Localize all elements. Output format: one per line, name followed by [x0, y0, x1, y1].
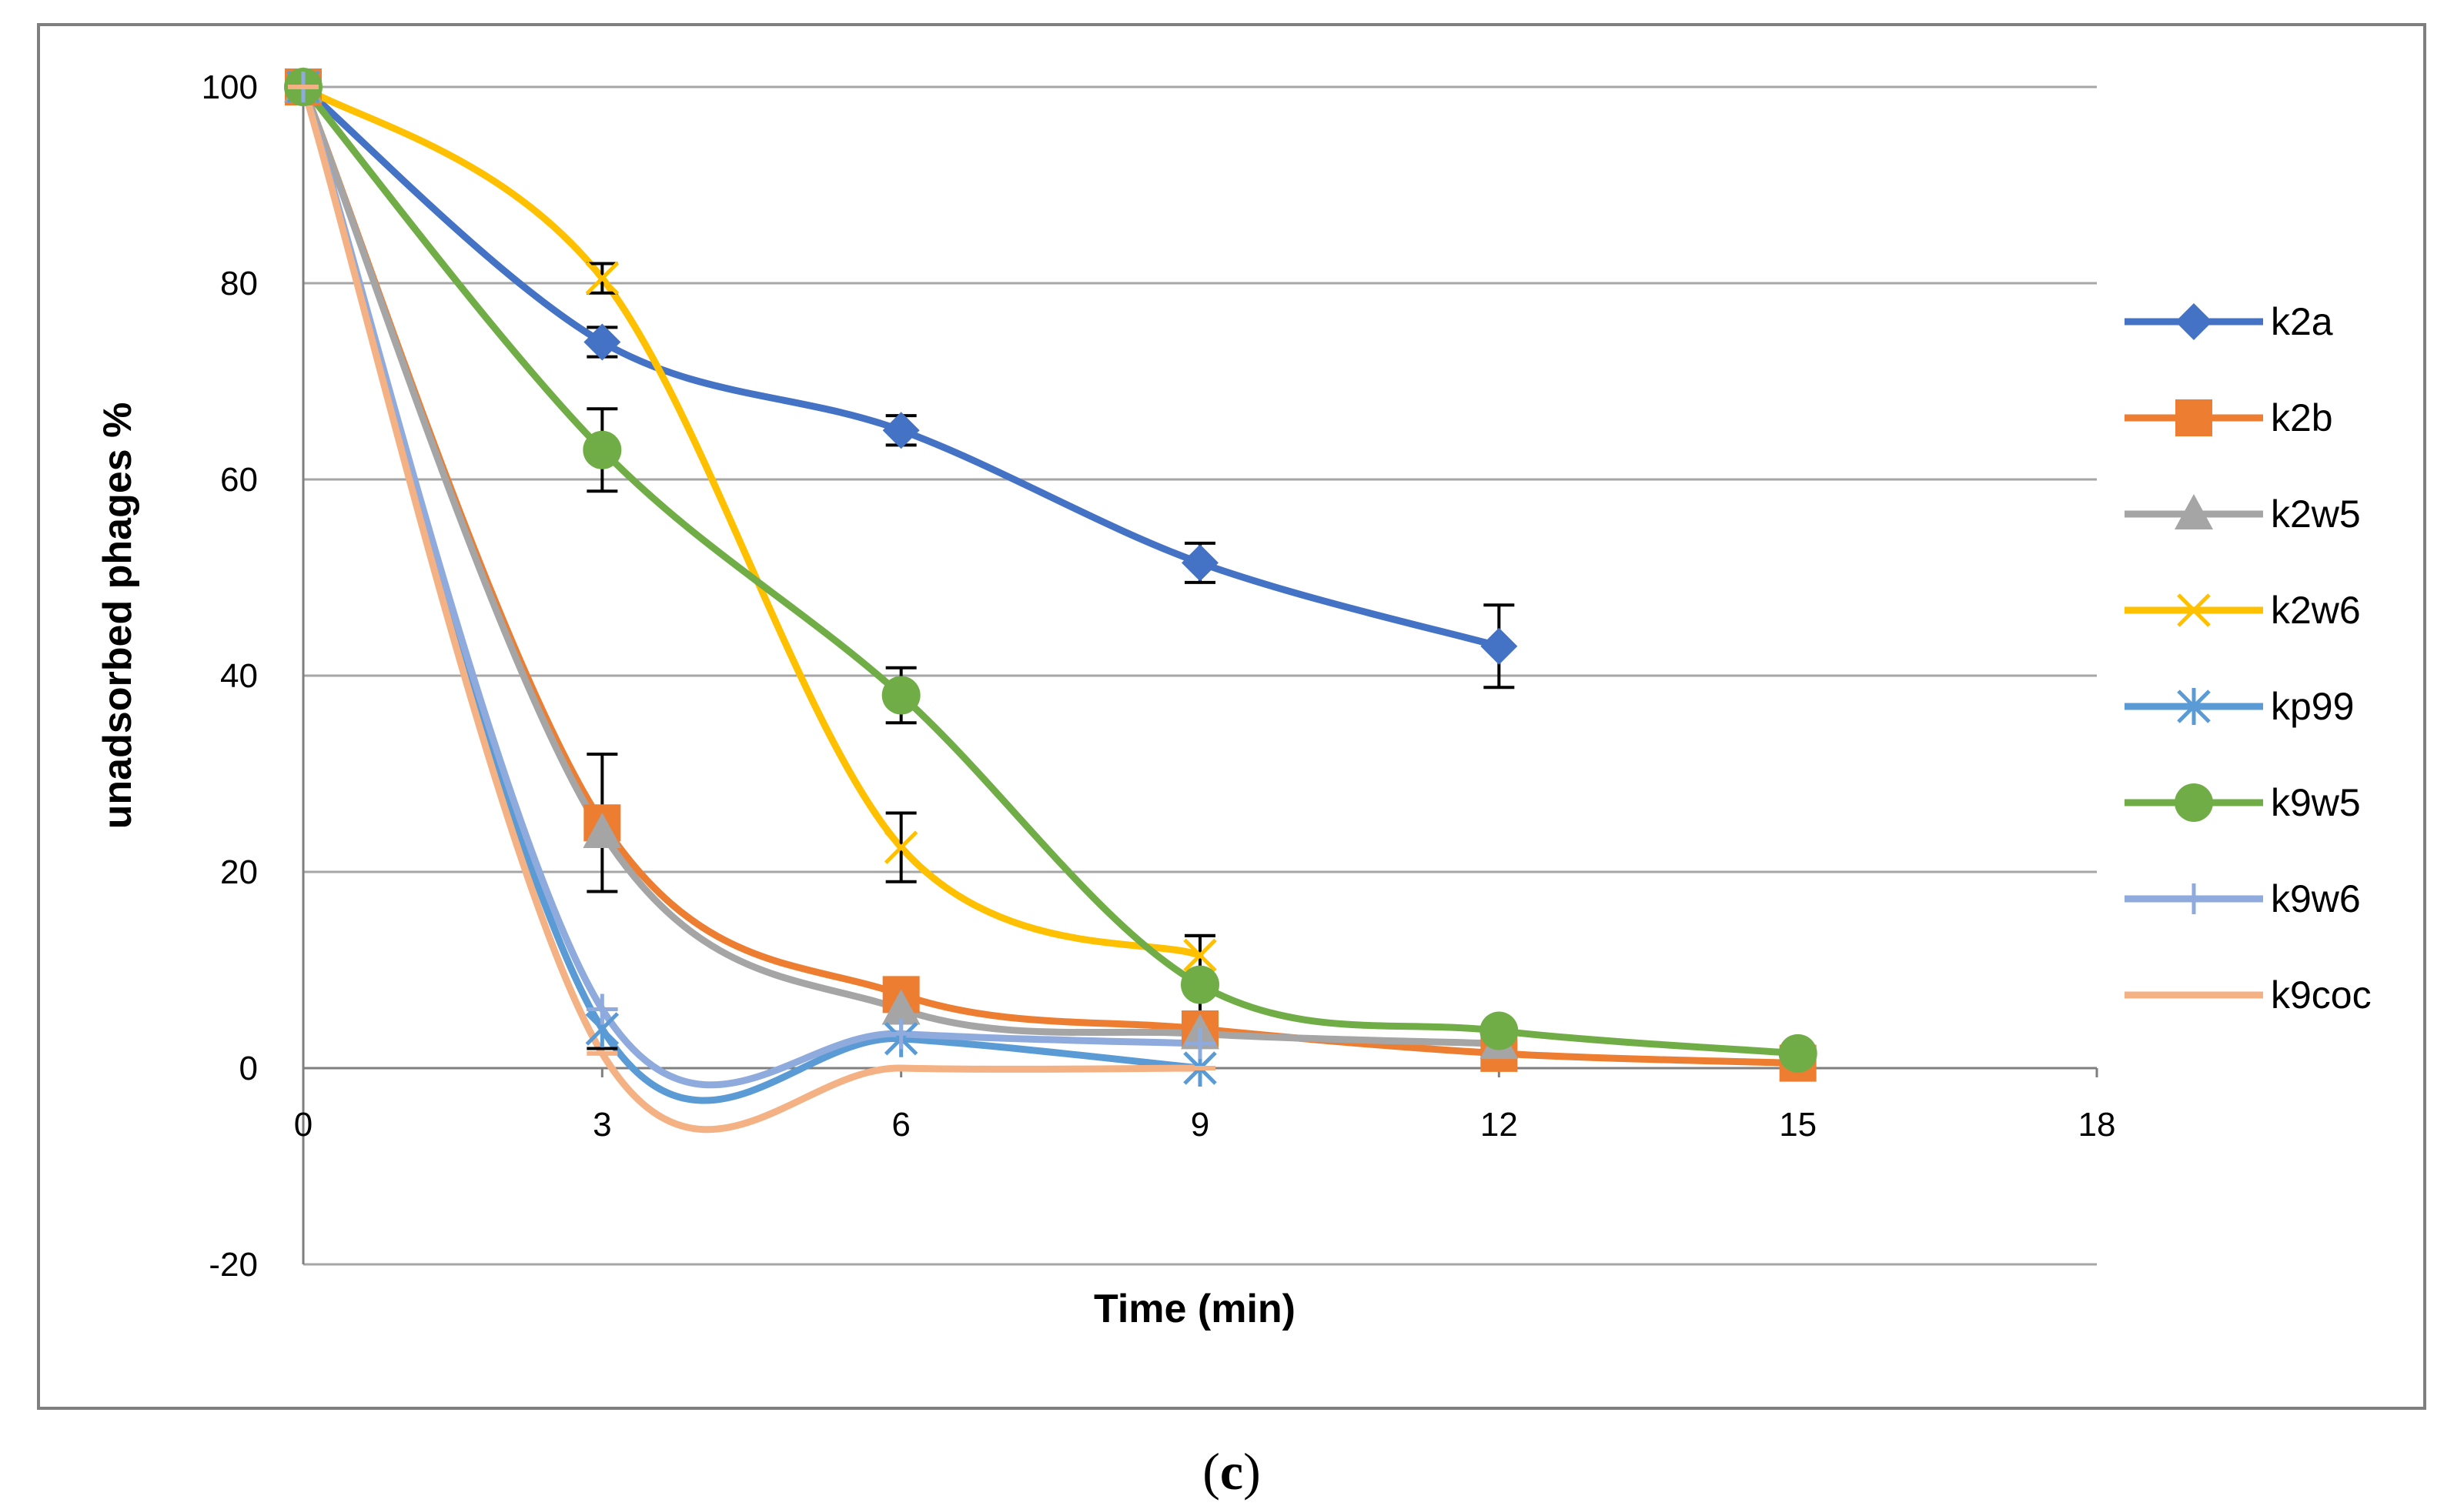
legend-label-k2w5: k2w5	[2271, 493, 2361, 536]
data-point-k9w5	[1778, 1033, 1817, 1073]
series-line-k2w6	[299, 83, 1204, 959]
caption-close-paren: )	[1243, 1442, 1261, 1501]
x-tick-label: 6	[891, 1106, 910, 1144]
y-tick-label: 80	[220, 265, 258, 302]
y-tick-label: 60	[220, 461, 258, 499]
figure-caption: (c)	[1202, 1442, 1261, 1501]
chart-frame	[37, 23, 2426, 1410]
x-tick-label: 15	[1779, 1106, 1817, 1144]
data-point-k2a	[1480, 627, 1518, 665]
legend-marker-k9w6	[2178, 883, 2209, 914]
y-tick-label: 100	[202, 68, 258, 106]
data-point-k2w6	[585, 261, 620, 296]
data-point-k9w5	[1479, 1011, 1519, 1050]
series-line-k2w5	[299, 83, 1503, 1047]
legend-marker-k2w6	[2177, 593, 2211, 627]
x-tick-label: 3	[593, 1106, 611, 1144]
x-axis-title: Time (min)	[1094, 1287, 1296, 1331]
legend-label-kp99: kp99	[2271, 685, 2354, 728]
data-point-k2w6	[1183, 938, 1217, 973]
legend-marker-k2a	[2175, 303, 2212, 340]
data-point-k9w6	[587, 993, 618, 1025]
legend-label-k2b: k2b	[2271, 396, 2333, 439]
legend-label-k9coc: k9coc	[2271, 973, 2372, 1017]
data-point-k2w5	[583, 813, 622, 848]
data-point-k2a	[882, 412, 920, 449]
x-tick-label: 9	[1191, 1106, 1209, 1144]
data-point-k9w5	[1181, 965, 1219, 1004]
x-tick-label: 18	[2078, 1106, 2116, 1144]
series-line-k9w6	[299, 83, 1204, 1089]
y-axis-title: unadsorbed phages %	[95, 402, 140, 830]
y-tick-label: -20	[209, 1246, 258, 1284]
legend-label-k2w6: k2w6	[2271, 589, 2361, 632]
data-point-k9w6	[885, 1018, 917, 1050]
y-tick-label: 0	[239, 1050, 258, 1087]
legend-marker-kp99	[2177, 688, 2211, 725]
data-point-k2a	[583, 323, 621, 361]
data-point-k2w6	[884, 830, 918, 864]
data-markers	[284, 67, 1817, 1087]
legend-label-k2a: k2a	[2271, 300, 2333, 343]
y-tick-label: 20	[220, 853, 258, 891]
series-line-k9coc	[299, 83, 1204, 1134]
tick-labels: -20 20 40 60 80 100 00 3 6 9 12 15 18	[202, 68, 2116, 1284]
legend: k2a k2b k2w5 k2w6 kp99 k9w5 k9w6 k9coc	[2125, 300, 2372, 1017]
caption-open-paren: (	[1202, 1442, 1220, 1501]
data-point-k9w6	[1185, 1028, 1215, 1060]
data-point-k9w5	[583, 430, 622, 469]
data-point-k2a	[1182, 544, 1219, 582]
legend-marker-k2b	[2175, 399, 2212, 436]
y-tick-label: 40	[220, 657, 258, 695]
data-point-k9w5	[881, 676, 921, 715]
legend-label-k9w6: k9w6	[2271, 877, 2361, 920]
x-tick-label: 12	[1480, 1106, 1518, 1144]
x-tick-label: 0	[294, 1106, 313, 1144]
legend-marker-k9w5	[2175, 783, 2213, 822]
legend-label-k9w5: k9w5	[2271, 781, 2361, 824]
legend-marker-k2w5	[2175, 494, 2213, 529]
data-point-k2w5	[881, 989, 921, 1025]
series-lines	[299, 83, 1802, 1134]
caption-letter: c	[1220, 1442, 1243, 1501]
